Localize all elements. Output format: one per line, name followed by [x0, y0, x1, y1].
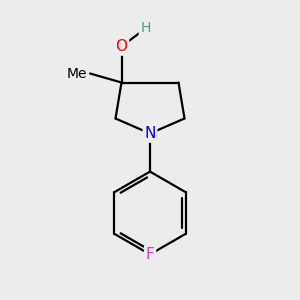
Text: Me: Me: [67, 67, 87, 80]
Text: F: F: [146, 247, 154, 262]
Text: N: N: [144, 126, 156, 141]
Text: H: H: [140, 22, 151, 35]
Text: O: O: [116, 39, 128, 54]
